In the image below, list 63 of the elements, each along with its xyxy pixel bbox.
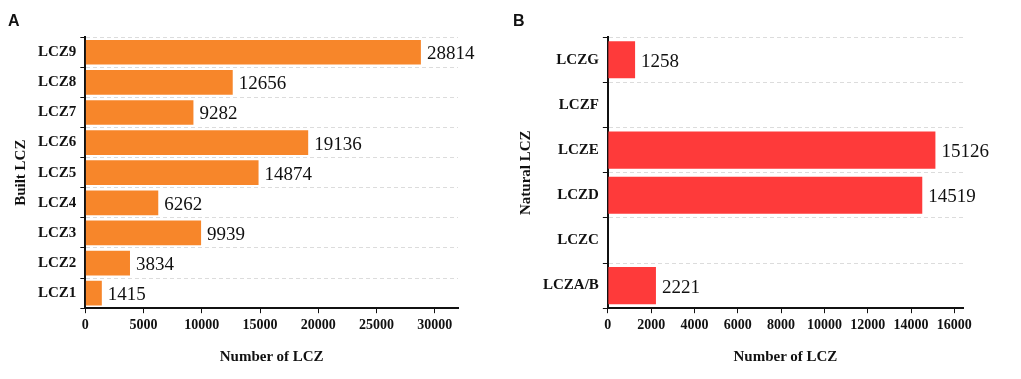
y-tick-label: LCZG (556, 50, 600, 67)
x-tick-label: 16000 (936, 317, 972, 333)
bar (608, 176, 923, 214)
y-tick-label: LCZ7 (38, 103, 77, 120)
y-tick-label: LCZ9 (38, 43, 77, 60)
bar (85, 130, 309, 155)
x-tick-label: 10000 (184, 317, 220, 333)
bar (85, 250, 130, 276)
data-label: 19136 (314, 132, 362, 154)
x-tick-label: 14000 (893, 317, 929, 333)
data-label: 1415 (107, 283, 146, 305)
bar (85, 39, 421, 65)
y-tick-label: LCZA/B (542, 276, 599, 293)
bar (85, 100, 194, 125)
y-tick-label: LCZD (557, 186, 599, 203)
y-tick-label: LCZ4 (38, 193, 77, 210)
x-tick-label: 2000 (637, 317, 666, 333)
x-tick-label: 15000 (242, 317, 278, 333)
data-label: 9282 (199, 102, 238, 124)
bar (608, 267, 656, 305)
chart-title: B (513, 12, 525, 30)
bar (85, 280, 102, 306)
x-tick-label: 20000 (300, 317, 336, 333)
x-tick-label: 4000 (680, 317, 709, 333)
bar (85, 70, 233, 95)
x-tick-label: 5000 (129, 317, 158, 333)
y-tick-label: LCZE (557, 140, 599, 157)
y-tick-label: LCZ8 (38, 73, 77, 90)
x-tick-label: 0 (604, 317, 612, 333)
y-tick-label: LCZC (557, 231, 599, 248)
data-label: 6262 (164, 192, 203, 214)
y-tick-label: LCZ3 (38, 223, 77, 240)
x-tick-label: 30000 (417, 317, 453, 333)
data-label: 2221 (661, 275, 700, 297)
x-axis-title: Number of LCZ (733, 347, 838, 364)
x-tick-label: 12000 (850, 317, 886, 333)
y-axis-title: Built LCZ (11, 139, 28, 206)
bar (85, 220, 202, 246)
bar (608, 131, 936, 169)
data-label: 3834 (135, 253, 175, 275)
data-label: 12656 (238, 72, 287, 94)
x-tick-label: 0 (81, 317, 89, 333)
bar (608, 41, 636, 79)
data-label: 14874 (264, 162, 313, 184)
y-tick-label: LCZ2 (38, 253, 77, 270)
bar (85, 160, 259, 186)
x-tick-label: 6000 (723, 317, 752, 333)
y-tick-label: LCZ1 (38, 284, 77, 301)
x-tick-label: 10000 (806, 317, 842, 333)
y-axis-title: Natural LCZ (516, 130, 533, 215)
y-tick-label: LCZ5 (38, 163, 77, 180)
data-label: 9939 (207, 222, 246, 244)
x-axis-title: Number of LCZ (219, 347, 324, 364)
x-tick-label: 8000 (767, 317, 796, 333)
x-tick-label: 25000 (358, 317, 394, 333)
data-label: 14519 (928, 185, 976, 207)
chart-title: A (8, 12, 20, 30)
data-label: 1258 (641, 49, 680, 71)
y-tick-label: LCZF (558, 95, 599, 112)
data-label: 28814 (426, 42, 475, 64)
bar (85, 190, 159, 216)
y-tick-label: LCZ6 (38, 133, 77, 150)
data-label: 15126 (941, 140, 989, 162)
